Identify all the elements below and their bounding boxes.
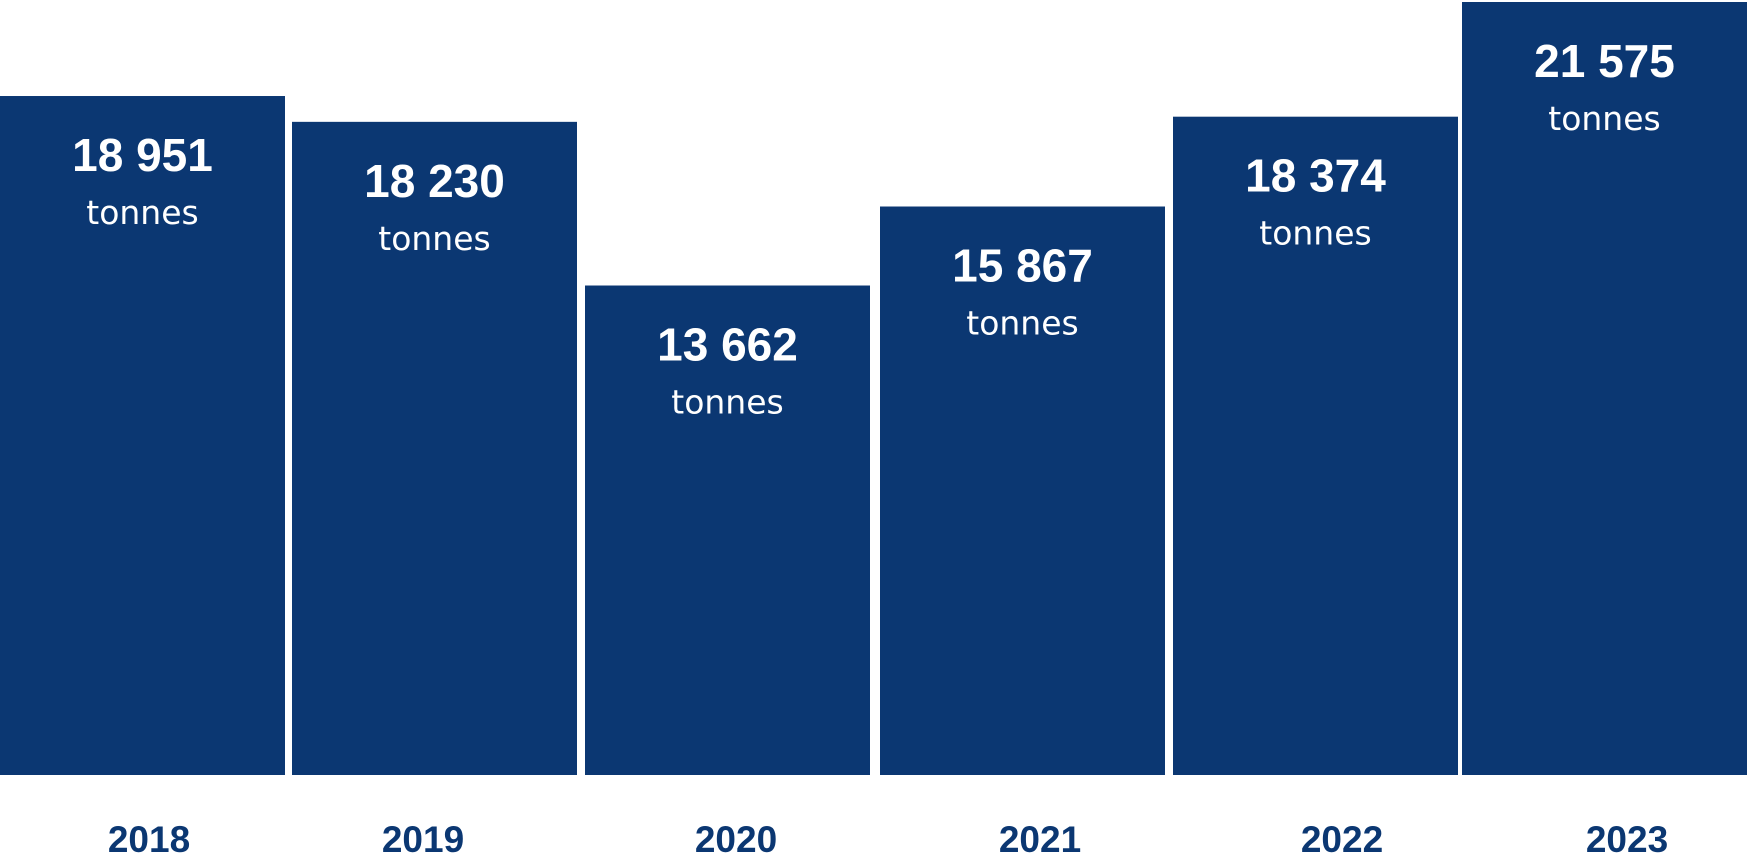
category-label-2023: 2023 — [1586, 819, 1668, 860]
bar-unit-label: tonnes — [671, 383, 783, 422]
bar-value-label: 18 230 — [364, 155, 505, 207]
category-label-2022: 2022 — [1301, 819, 1383, 860]
bar-2021 — [880, 206, 1165, 776]
category-label-2021: 2021 — [999, 819, 1081, 860]
category-labels-group: 2018 2019 2020 2021 2022 2023 — [108, 819, 1668, 860]
bar-2022 — [1173, 116, 1458, 776]
category-label-2020: 2020 — [695, 819, 777, 860]
bar-value-label: 13 662 — [657, 319, 798, 371]
bar-2023 — [1462, 1, 1747, 775]
bar-2018 — [0, 96, 285, 776]
value-labels-group: 18 951 tonnes 18 230 tonnes 13 662 tonnes 15 8… — [72, 35, 1675, 422]
bar-value-label: 21 575 — [1534, 35, 1675, 87]
category-label-2018: 2018 — [108, 819, 190, 860]
bar-2020 — [585, 285, 870, 775]
bar-2019 — [292, 121, 577, 775]
bars-group — [0, 1, 1747, 776]
bar-unit-label: tonnes — [1548, 99, 1660, 138]
bar-value-label: 18 951 — [72, 129, 213, 181]
bar-unit-label: tonnes — [378, 219, 490, 258]
bar-value-label: 15 867 — [952, 240, 1093, 292]
category-label-2019: 2019 — [382, 819, 464, 860]
bar-unit-label: tonnes — [966, 304, 1078, 343]
bar-value-label: 18 374 — [1245, 150, 1386, 202]
bar-unit-label: tonnes — [86, 193, 198, 232]
bar-unit-label: tonnes — [1259, 214, 1371, 253]
